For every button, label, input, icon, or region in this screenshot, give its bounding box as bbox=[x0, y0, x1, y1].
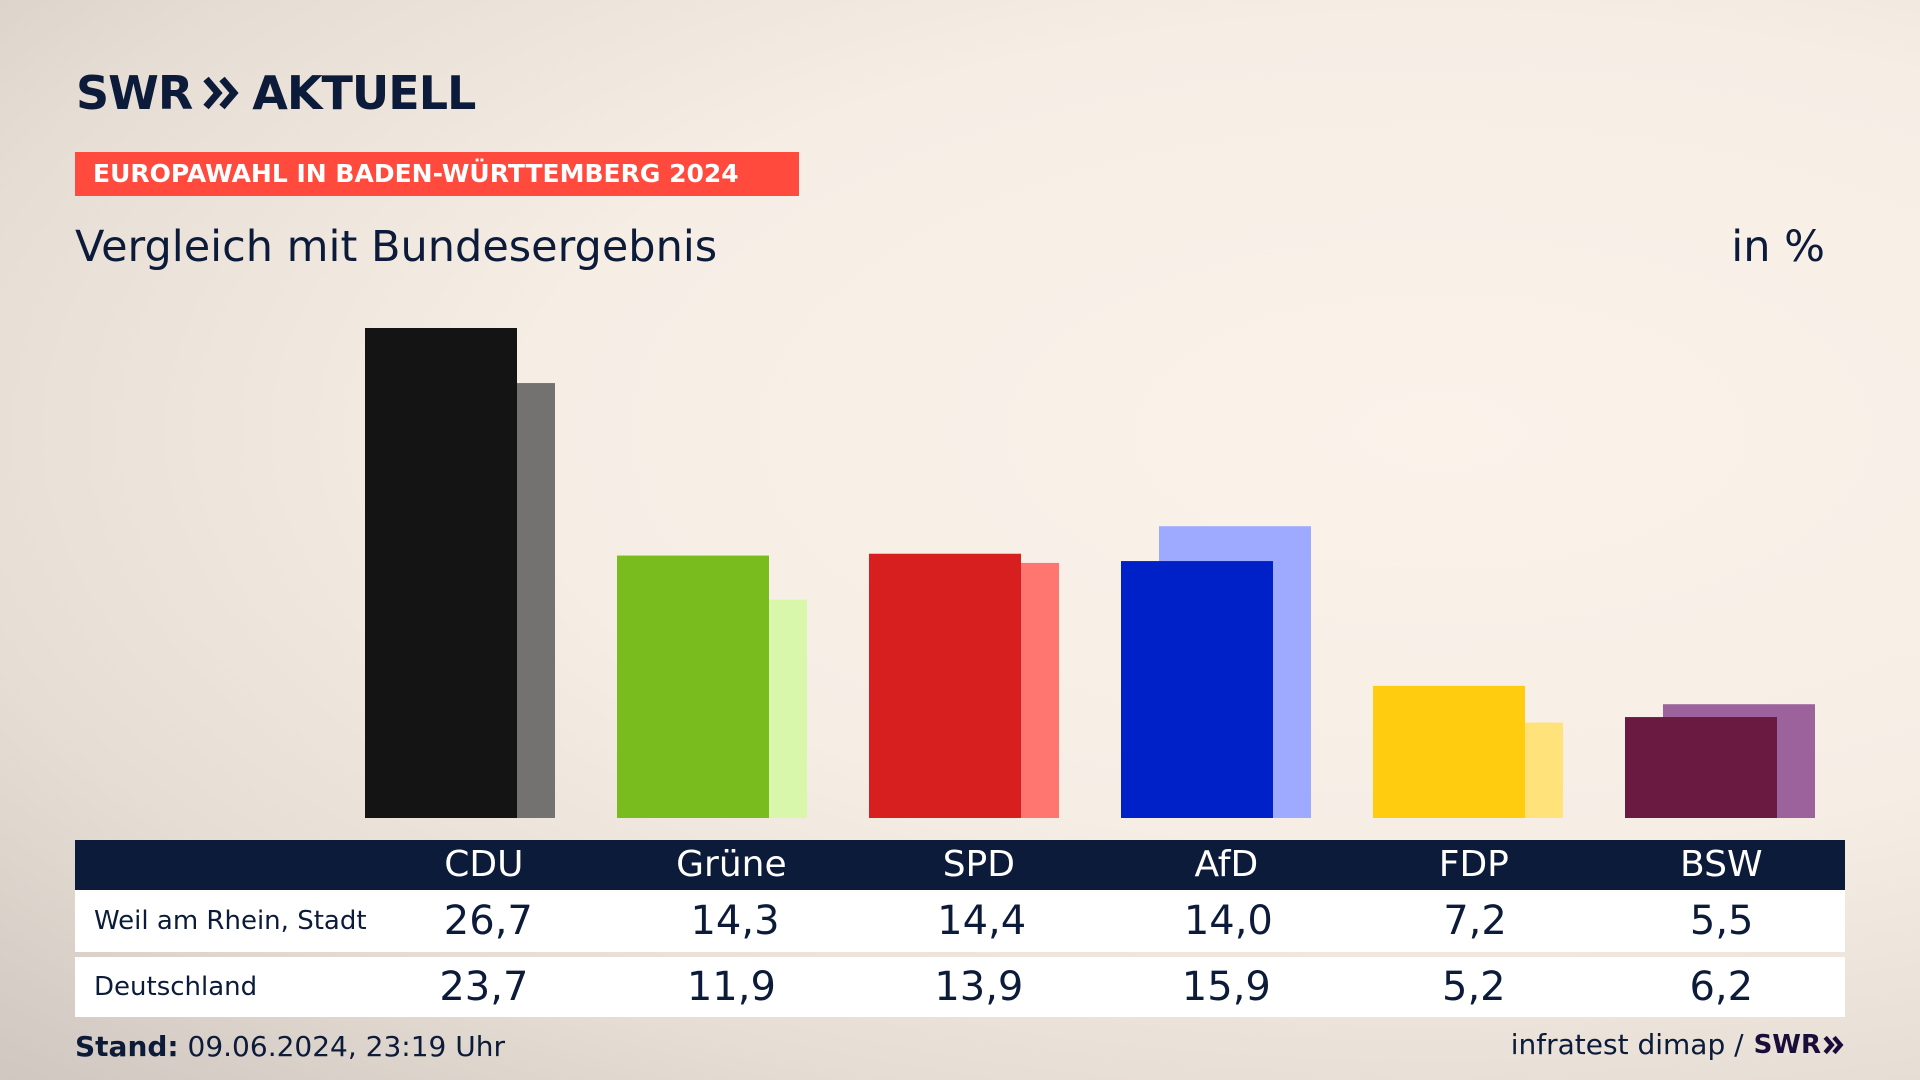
bar-chart bbox=[365, 328, 1815, 818]
value-germany-gruene: 11,9 bbox=[686, 964, 776, 1010]
bar-local-afd bbox=[1121, 561, 1273, 818]
timestamp: Stand: 09.06.2024, 23:19 Uhr bbox=[75, 1030, 505, 1063]
bar-local-cdu bbox=[365, 328, 517, 818]
bar-local-gruene bbox=[617, 555, 769, 818]
value-local-spd: 14,4 bbox=[937, 898, 1027, 944]
party-label-spd: SPD bbox=[942, 844, 1015, 885]
unit-label: in % bbox=[1731, 222, 1825, 272]
table-row-germany: Deutschland 23,7 11,9 13,9 15,9 5,2 6,2 bbox=[75, 957, 1845, 1017]
swr-mini-logo: SWR bbox=[1754, 1030, 1845, 1060]
party-label-gruene: Grüne bbox=[676, 844, 787, 885]
value-local-cdu: 26,7 bbox=[443, 898, 533, 944]
stand-value: 09.06.2024, 23:19 Uhr bbox=[187, 1030, 505, 1063]
mini-double-chevron-icon bbox=[1823, 1035, 1844, 1054]
value-germany-cdu: 23,7 bbox=[439, 964, 529, 1010]
results-table: CDU Grüne SPD AfD FDP BSW Weil am Rhein,… bbox=[75, 840, 1845, 1017]
source-text: infratest dimap / bbox=[1510, 1028, 1744, 1061]
swr-aktuell-logo: SWR AKTUELL bbox=[76, 66, 476, 120]
row-label-local: Weil am Rhein, Stadt bbox=[94, 906, 367, 936]
kicker-banner: EUROPAWAHL IN BADEN-WÜRTTEMBERG 2024 bbox=[75, 152, 799, 196]
mini-logo-text: SWR bbox=[1753, 1029, 1821, 1060]
value-local-afd: 14,0 bbox=[1183, 898, 1273, 944]
party-label-cdu: CDU bbox=[444, 844, 524, 885]
value-germany-spd: 13,9 bbox=[934, 964, 1024, 1010]
value-local-fdp: 7,2 bbox=[1443, 898, 1507, 944]
bar-local-fdp bbox=[1373, 685, 1525, 818]
source-credit: infratest dimap / SWR bbox=[1511, 1028, 1845, 1061]
logo-swr-text: SWR bbox=[76, 66, 193, 120]
table-header: CDU Grüne SPD AfD FDP BSW bbox=[75, 840, 1845, 890]
party-label-afd: AfD bbox=[1194, 844, 1259, 885]
value-germany-afd: 15,9 bbox=[1181, 964, 1271, 1010]
bar-local-bsw bbox=[1625, 717, 1777, 818]
value-local-bsw: 5,5 bbox=[1689, 898, 1754, 944]
party-label-fdp: FDP bbox=[1438, 844, 1509, 885]
chart-title: Vergleich mit Bundesergebnis bbox=[75, 222, 718, 272]
table-row-local: Weil am Rhein, Stadt 26,7 14,3 14,4 14,0… bbox=[75, 890, 1845, 952]
value-germany-fdp: 5,2 bbox=[1442, 964, 1506, 1010]
value-germany-bsw: 6,2 bbox=[1689, 964, 1754, 1010]
stand-label: Stand: bbox=[75, 1030, 179, 1063]
party-label-bsw: BSW bbox=[1680, 844, 1763, 885]
table-header-spacer bbox=[75, 840, 360, 890]
double-chevron-icon bbox=[203, 76, 239, 110]
value-local-gruene: 14,3 bbox=[690, 898, 780, 944]
logo-aktuell-text: AKTUELL bbox=[252, 66, 476, 120]
bar-local-spd bbox=[869, 553, 1021, 818]
row-label-germany: Deutschland bbox=[94, 972, 258, 1002]
